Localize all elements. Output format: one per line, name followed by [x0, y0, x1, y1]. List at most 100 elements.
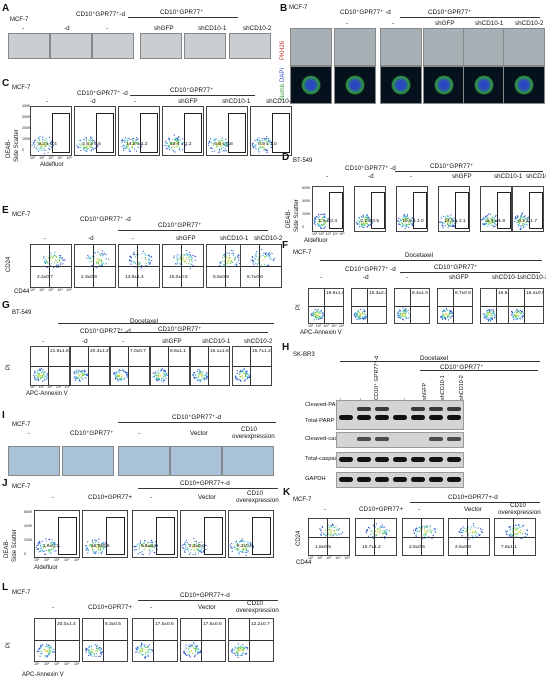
scatter-point — [265, 138, 268, 140]
scatter-point — [82, 373, 84, 375]
scatter-point — [428, 527, 430, 529]
scatter-point — [191, 644, 194, 646]
gate — [412, 192, 427, 230]
scatter-point — [515, 309, 518, 311]
scatter-point — [397, 312, 399, 314]
scatter-point — [197, 378, 199, 380]
scatter-point — [514, 315, 517, 317]
scatter-point — [113, 372, 115, 374]
x-tick: 10³ — [325, 232, 331, 236]
scatter-point — [139, 542, 141, 544]
scatter-point — [99, 254, 102, 256]
scatter-point — [163, 379, 166, 382]
scatter-point — [165, 140, 167, 142]
scatter-point — [267, 139, 269, 141]
scatter-point — [193, 647, 195, 649]
scatter-point — [174, 139, 177, 142]
scatter-point — [38, 150, 40, 152]
scatter-point — [103, 254, 105, 256]
y-axis-label: Side Scatter — [294, 199, 300, 232]
flow-plot: 8.4±1.0 — [394, 288, 430, 324]
scatter-point — [184, 544, 186, 546]
scatter-point — [195, 646, 197, 648]
scatter-point — [254, 145, 257, 147]
scatter-point — [364, 224, 366, 226]
scatter-point — [314, 224, 316, 226]
header-main-e: CD10⁺GPR77⁺ — [158, 222, 202, 229]
scatter-point — [140, 267, 142, 269]
scatter-point — [362, 316, 364, 318]
scatter-point — [326, 219, 328, 221]
scatter-point — [257, 139, 259, 141]
scatter-point — [383, 533, 385, 535]
scatter-point — [185, 545, 187, 547]
scatter-point — [367, 218, 369, 220]
scatter-point — [239, 378, 241, 381]
scatter-point — [455, 222, 457, 224]
quadrant-value: 2.6±0.6 — [455, 544, 471, 550]
micrograph — [8, 33, 50, 59]
scatter-point — [509, 533, 512, 535]
scatter-point — [40, 374, 43, 377]
scatter-point — [90, 545, 93, 547]
scatter-point — [143, 540, 146, 542]
scatter-point — [487, 317, 489, 319]
scatter-point — [132, 140, 134, 142]
scatter-point — [376, 531, 379, 533]
scatter-point — [256, 250, 258, 253]
scatter-point — [85, 140, 88, 142]
scatter-point — [102, 262, 105, 264]
scatter-point — [314, 220, 316, 223]
scatter-point — [383, 530, 386, 532]
scatter-point — [247, 542, 249, 544]
header-line — [138, 600, 278, 601]
scatter-point — [486, 311, 488, 313]
scatter-point — [271, 252, 273, 255]
scatter-point — [195, 554, 197, 556]
scatter-point — [104, 546, 106, 548]
scatter-point — [381, 533, 384, 535]
x-tick: 10² — [39, 156, 45, 160]
scatter-point — [123, 377, 126, 379]
scatter-point — [74, 379, 77, 381]
scatter-point — [142, 653, 144, 655]
scatter-point — [50, 142, 52, 144]
flow-plot: 2.2±0.7 — [30, 244, 72, 288]
scatter-point — [335, 525, 337, 527]
scatter-point — [200, 541, 203, 543]
band-total-parp — [375, 415, 389, 420]
scatter-point — [115, 377, 118, 380]
band-cleaved-caspase3 — [357, 437, 371, 441]
scatter-point — [475, 531, 477, 534]
scatter-point — [135, 651, 137, 653]
blot-row-label: Total-PARP — [305, 418, 335, 424]
scatter-point — [203, 379, 205, 381]
scatter-point — [247, 374, 249, 376]
scatter-point — [120, 380, 122, 382]
scatter-point — [200, 379, 202, 381]
scatter-point — [118, 371, 121, 374]
quadrant-value: 7.0±0.7 — [130, 349, 146, 355]
scatter-point — [77, 377, 79, 379]
quadrant-value: 16.4±0.9 — [526, 291, 544, 297]
micrograph — [184, 33, 226, 59]
scatter-point — [404, 227, 406, 229]
scatter-point — [445, 313, 447, 316]
scatter-point — [85, 150, 87, 152]
scatter-point — [235, 548, 237, 550]
scatter-point — [482, 217, 485, 219]
scatter-point — [225, 141, 227, 144]
scatter-point — [317, 314, 319, 316]
column-label: shCD10-2 — [515, 20, 544, 27]
scatter-point — [327, 218, 329, 220]
scatter-point — [219, 261, 221, 263]
scatter-point — [369, 218, 371, 220]
scatter-point — [41, 540, 43, 542]
scatter-point — [335, 532, 337, 535]
scatter-point — [320, 534, 322, 537]
scatter-point — [154, 541, 157, 543]
scatter-point — [61, 257, 64, 259]
scatter-point — [99, 646, 101, 649]
scatter-cloud — [440, 307, 454, 321]
scatter-point — [261, 137, 263, 140]
